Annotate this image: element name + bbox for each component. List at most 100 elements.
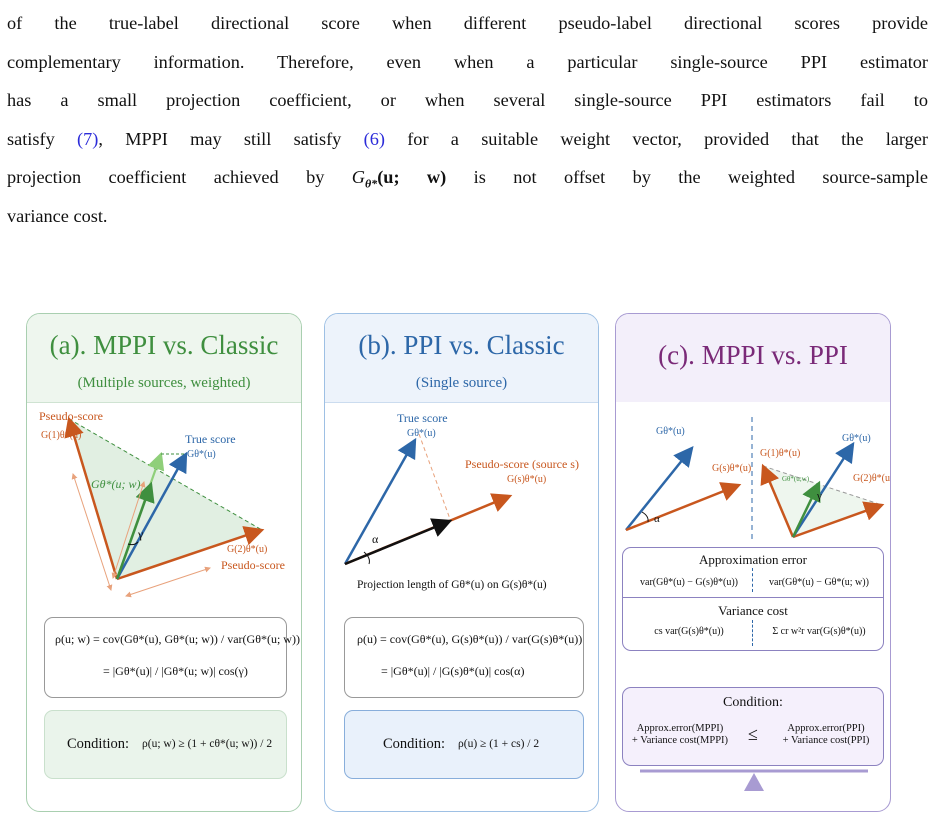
panel-subtitle: (Multiple sources, weighted) bbox=[77, 375, 251, 391]
text-segment: for a suitable weight vector, provided t… bbox=[384, 128, 928, 149]
approx-error-right: var(Gθ*(u) − Gθ*(u; w)) bbox=[769, 577, 869, 588]
paragraph-line: of the true-label directional score when… bbox=[7, 13, 928, 33]
panel-title: (c). MPPI vs. PPI bbox=[658, 340, 848, 370]
angle-arc bbox=[363, 551, 370, 565]
paragraph-line: complementary information. Therefore, ev… bbox=[7, 51, 928, 72]
paragraph-line: satisfy (7), MPPI may still satisfy (6) … bbox=[7, 120, 928, 159]
gtrue-label: Gθ*(u) bbox=[187, 449, 216, 460]
true-score-label: True score bbox=[397, 411, 448, 425]
formula-line: ρ(u) = cov(Gθ*(u), G(s)θ*(u)) / var(G(s)… bbox=[357, 632, 583, 646]
formula-box: ρ(u; w) = cov(Gθ*(u), Gθ*(u; w)) / var(G… bbox=[44, 617, 300, 698]
angle-arc bbox=[127, 541, 139, 546]
pseudo-score-label: Pseudo-score bbox=[221, 558, 285, 572]
fulcrum-icon bbox=[744, 773, 764, 791]
vector-diagram: Pseudo-score G(1)θ*(u) True score Gθ*(u)… bbox=[39, 409, 285, 598]
panel-subtitle: (Single source) bbox=[415, 375, 508, 391]
condition-box: Condition: ρ(u) ≥ (1 + cs) / 2 bbox=[344, 710, 584, 779]
paragraph-line: projection coefficient achieved by Gθ*(u… bbox=[7, 158, 928, 197]
left-gtrue-label: Gθ*(u) bbox=[656, 426, 685, 437]
panel-title: (a). MPPI vs. Classic bbox=[49, 330, 279, 360]
divider-dashed bbox=[752, 568, 753, 592]
gs-label: G(s)θ*(u) bbox=[507, 474, 546, 485]
pseudo-score-arrow bbox=[625, 482, 742, 532]
dashed-link bbox=[68, 418, 263, 531]
pseudo-score-label: Pseudo-score bbox=[39, 409, 103, 423]
pseudo-score-label: Pseudo-score (source s) bbox=[465, 457, 579, 471]
right-g2-label: G(2)θ*(u) bbox=[853, 473, 891, 484]
condition-box: Condition: ρ(u; w) ≥ (1 + cθ*(u; w)) / 2 bbox=[44, 710, 287, 779]
vector-diagram: True score Gθ*(u) Pseudo-score (source s… bbox=[343, 411, 579, 591]
true-score-label: True score bbox=[185, 432, 236, 446]
body-paragraph: of the true-label directional score when… bbox=[7, 4, 928, 236]
condition-label: Condition: bbox=[67, 736, 130, 752]
equation-ref-link[interactable]: (6) bbox=[363, 128, 385, 149]
math-args: (u; w) bbox=[377, 167, 447, 188]
gtrue-label: Gθ*(u) bbox=[407, 428, 436, 439]
gw-label: Gθ*(u; w) bbox=[91, 477, 141, 491]
alpha-label: α bbox=[654, 513, 660, 525]
text-segment: projection coefficient achieved by bbox=[7, 167, 352, 188]
right-gtrue-label: Gθ*(u) bbox=[842, 433, 871, 444]
panel-mppi-vs-ppi: (c). MPPI vs. PPI Gθ*(u) G(s)θ*(u) α Gθ*… bbox=[615, 313, 891, 812]
shaded-region bbox=[763, 466, 882, 537]
gamma-label: γ bbox=[816, 490, 822, 502]
variance-cost-left: cs var(G(s)θ*(u)) bbox=[654, 626, 724, 637]
vector-diagram: Gθ*(u) G(s)θ*(u) α Gθ*(u) G(1)θ*(u) Gθ*(… bbox=[625, 417, 891, 539]
condition-expr: ρ(u) ≥ (1 + cs) / 2 bbox=[458, 738, 540, 750]
divider-dashed bbox=[752, 620, 753, 646]
condition-left-2: + Variance cost(MPPI) bbox=[631, 735, 729, 746]
left-gs-label: G(s)θ*(u) bbox=[712, 463, 751, 474]
length-bracket bbox=[111, 481, 146, 579]
panel-header: (c). MPPI vs. PPI bbox=[616, 314, 890, 402]
angle-arc bbox=[641, 511, 649, 523]
true-score-arrow bbox=[791, 441, 855, 538]
panel-header: (a). MPPI vs. Classic (Multiple sources,… bbox=[27, 314, 301, 403]
projection-caption: Projection length of Gθ*(u) on G(s)θ*(u) bbox=[357, 579, 547, 591]
gamma-label: γ bbox=[137, 527, 144, 541]
math-subscript: θ* bbox=[364, 177, 378, 192]
formula-line: = |Gθ*(u)| / |G(s)θ*(u)| cos(α) bbox=[381, 664, 525, 678]
leq-symbol: ≤ bbox=[748, 724, 758, 744]
condition-right-1: Approx.error(PPI) bbox=[787, 723, 865, 734]
error-variance-box: Approximation error var(Gθ*(u) − G(s)θ*(… bbox=[622, 547, 884, 651]
true-score-arrow bbox=[343, 437, 417, 565]
formula-box: ρ(u) = cov(Gθ*(u), G(s)θ*(u)) / var(G(s)… bbox=[344, 617, 584, 698]
variance-cost-title: Variance cost bbox=[718, 603, 788, 618]
condition-expr: ρ(u; w) ≥ (1 + cθ*(u; w)) / 2 bbox=[142, 738, 273, 750]
condition-left-1: Approx.error(MPPI) bbox=[636, 723, 724, 734]
formula-line: ρ(u; w) = cov(Gθ*(u), Gθ*(u; w)) / var(G… bbox=[55, 632, 300, 646]
right-g1-label: G(1)θ*(u) bbox=[760, 448, 800, 459]
projection-dashed bbox=[418, 433, 451, 520]
pseudo-score-1-arrow bbox=[760, 463, 795, 538]
paragraph-line: variance cost. bbox=[7, 205, 108, 226]
panel-mppi-vs-classic: (a). MPPI vs. Classic (Multiple sources,… bbox=[26, 313, 302, 812]
approx-error-title: Approximation error bbox=[699, 552, 807, 567]
variance-cost-right: Σ cr w²r var(G(s)θ*(u)) bbox=[772, 626, 866, 637]
panel-title: (b). PPI vs. Classic bbox=[358, 330, 565, 360]
weighted-score-arrow bbox=[791, 480, 821, 538]
projection-arrow bbox=[344, 518, 453, 566]
approx-error-left: var(Gθ*(u) − G(s)θ*(u)) bbox=[640, 577, 738, 588]
text-segment: is not offset by the weighted source-sam… bbox=[446, 167, 928, 188]
right-gw-label: Gθ*(u;w) bbox=[782, 475, 810, 483]
formula-line: = |Gθ*(u)| / |Gθ*(u; w)| cos(γ) bbox=[103, 664, 248, 678]
g1-label: G(1)θ*(u) bbox=[41, 430, 81, 441]
pseudo-score-2-arrow bbox=[792, 501, 885, 539]
paragraph-line: has a small projection coefficient, or w… bbox=[7, 90, 928, 111]
true-score-arrow bbox=[625, 446, 694, 531]
condition-box: Condition: Approx.error(MPPI) + Variance… bbox=[622, 687, 884, 766]
text-segment: , MPPI may still satisfy bbox=[98, 128, 364, 149]
panel-ppi-vs-classic: (b). PPI vs. Classic (Single source) Tru… bbox=[324, 313, 599, 812]
panel-header: (b). PPI vs. Classic (Single source) bbox=[325, 314, 598, 403]
length-bracket bbox=[125, 566, 211, 598]
balance-icon bbox=[640, 769, 868, 791]
box-divider bbox=[623, 597, 883, 598]
alpha-label: α bbox=[372, 532, 379, 546]
length-bracket bbox=[71, 473, 113, 591]
equation-ref-link[interactable]: (7) bbox=[77, 128, 99, 149]
math-symbol: G bbox=[351, 167, 365, 188]
condition-right-2: + Variance cost(PPI) bbox=[782, 735, 870, 746]
text-segment: satisfy bbox=[7, 128, 78, 149]
g2-label: G(2)θ*(u) bbox=[227, 544, 267, 555]
condition-title: Condition: bbox=[723, 695, 783, 710]
